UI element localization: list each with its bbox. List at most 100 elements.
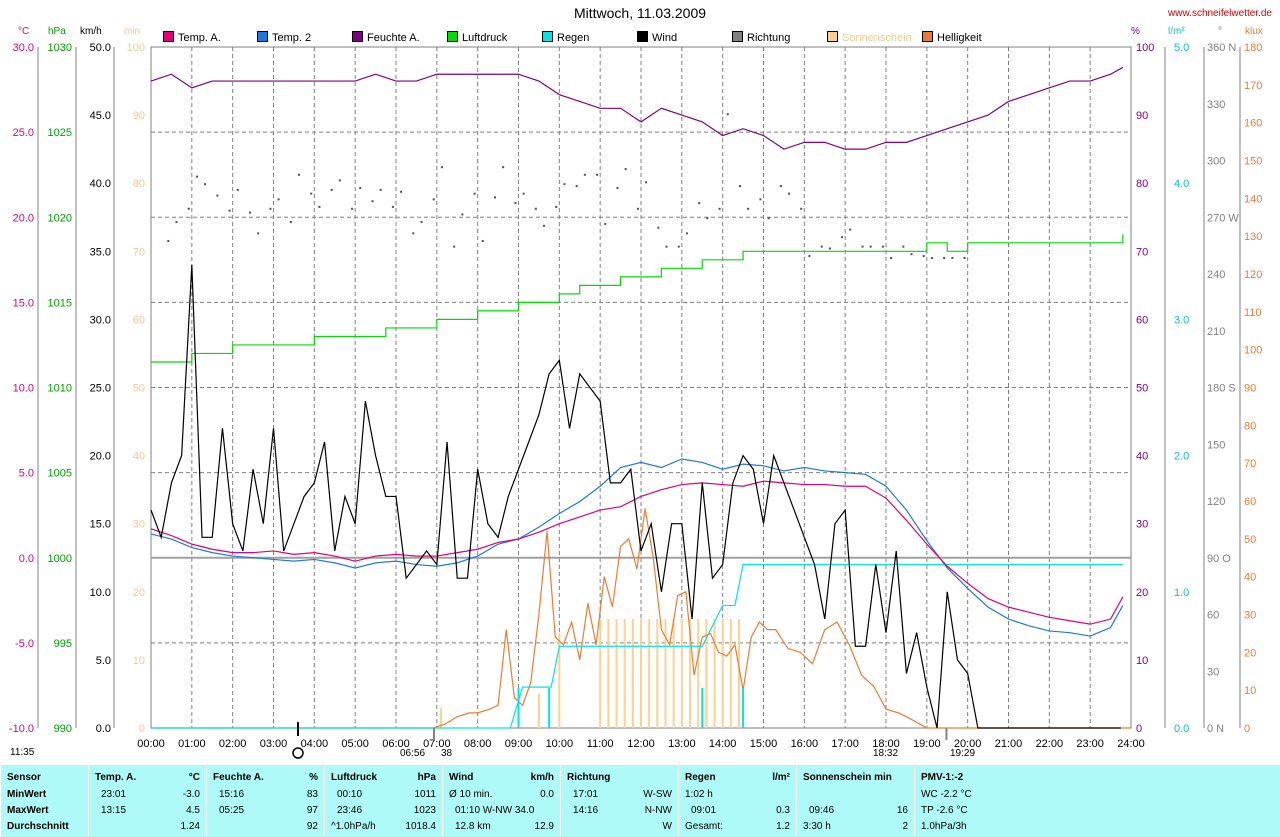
- rain-total-value: 1.2: [776, 821, 790, 832]
- wind-avg-value: 12.9: [534, 821, 554, 832]
- legend-swatch: [922, 31, 933, 42]
- humidity-tick-label: 70: [1136, 246, 1148, 258]
- direction-dot: [575, 185, 578, 188]
- temp2-line: [150, 458, 1124, 637]
- lux-tick-label: 30: [1244, 610, 1256, 622]
- direction-dot: [706, 217, 709, 220]
- row-label-avg: Durchschnitt: [7, 821, 69, 832]
- direction-dot: [861, 245, 864, 248]
- wind-min-value: 0.0: [540, 789, 554, 800]
- wind-tick-label: 15.0: [90, 519, 111, 531]
- direction-dot: [800, 207, 803, 210]
- time-tick-label: 09:00: [505, 738, 533, 750]
- legend-swatch: [163, 31, 174, 42]
- lux-tick-label: 180: [1244, 42, 1262, 54]
- brightness-line: [151, 508, 1131, 729]
- sun-tick-label: 80: [133, 178, 145, 190]
- humidity-max-value: 97: [306, 805, 318, 816]
- direction-dot: [534, 207, 537, 210]
- lux-tick-label: 20: [1244, 647, 1256, 659]
- legend-temp-a: Temp. A.: [163, 31, 221, 44]
- legend-swatch: [637, 31, 648, 42]
- sunset-time: 18:32: [873, 748, 899, 759]
- sunset-end: 19:29: [950, 748, 976, 759]
- temp-max-time: 13:15: [101, 805, 127, 816]
- sun-tick-label: 50: [133, 383, 145, 395]
- legend-swatch: [827, 31, 838, 42]
- direction-dot: [175, 221, 178, 224]
- direction-tick-label: 90 O: [1207, 553, 1231, 565]
- direction-dot: [718, 207, 721, 210]
- row-label-sensor: Sensor: [7, 772, 41, 783]
- legend-swatch: [732, 31, 743, 42]
- unit-rain: l/m²: [1168, 26, 1185, 37]
- direction-dot: [289, 221, 292, 224]
- direction-column: Richtung 17:01 W-SW 14:16 N-NW W: [560, 765, 678, 837]
- wind-tick-label: 25.0: [90, 383, 111, 395]
- lux-tick-label: 10: [1244, 685, 1256, 697]
- direction-dot: [563, 183, 566, 186]
- sunshine-head: Sonnenschein min: [803, 772, 892, 783]
- temp-column: Temp. A. °C 23:01 -3.0 13:15 4.5 1.24: [88, 765, 206, 837]
- lux-tick-label: 0: [1244, 723, 1250, 735]
- sunshine-avg-value: 2: [902, 821, 908, 832]
- time-tick-label: 08:00: [464, 738, 492, 750]
- direction-dot: [808, 255, 811, 258]
- time-tick-label: 18:00: [872, 738, 900, 750]
- direction-dot: [420, 221, 423, 224]
- pressure-tick-label: 1025: [48, 127, 72, 139]
- direction-dot: [310, 192, 313, 195]
- direction-dot: [930, 256, 933, 259]
- row-header-column: Sensor MinWert MaxWert Durchschnitt: [0, 765, 87, 837]
- direction-tick-label: 120: [1207, 496, 1225, 508]
- wind-tick-label: 40.0: [90, 178, 111, 190]
- direction-dot: [453, 245, 456, 248]
- lux-tick-label: 130: [1244, 231, 1262, 243]
- unit-pressure: hPa: [48, 26, 66, 37]
- direction-dot: [195, 175, 198, 178]
- unit-lux: klux: [1245, 26, 1263, 37]
- direction-dot: [841, 236, 844, 239]
- time-tick-label: 03:00: [260, 738, 288, 750]
- rain-tick-label: 2.0: [1174, 451, 1189, 463]
- direction-tick-label: 330: [1207, 99, 1225, 111]
- time-tick-label: 04:00: [301, 738, 329, 750]
- direction-dot: [881, 245, 884, 248]
- rain-unit: l/m²: [772, 772, 790, 783]
- pressure-trend: ^1.0hPa/h: [331, 821, 376, 832]
- pmv-column: PMV-1:-2 WC -2.2 °C TP -2.6 °C 1.0hPa/3h: [914, 765, 1035, 837]
- direction-dot: [555, 205, 558, 208]
- site-link[interactable]: www.schneifelwetter.de: [1168, 8, 1272, 19]
- time-tick-label: 11:00: [587, 738, 614, 750]
- direction-dot: [596, 173, 599, 176]
- humidity-min-value: 83: [306, 789, 318, 800]
- time-tick-label: 01:00: [178, 738, 206, 750]
- temp-tick-label: 15.0: [13, 297, 34, 309]
- humidity-tick-label: 80: [1136, 178, 1148, 190]
- direction-head: Richtung: [567, 772, 611, 783]
- direction-dot: [616, 186, 619, 189]
- direction-dot: [698, 202, 701, 205]
- wind-tick-label: 35.0: [90, 246, 111, 258]
- time-tick-label: 23:00: [1076, 738, 1104, 750]
- direction-dot: [849, 228, 852, 231]
- wind-tick-label: 50.0: [90, 42, 111, 54]
- row-label-max: MaxWert: [7, 805, 49, 816]
- direction-dot: [249, 211, 251, 214]
- time-tick-label: 07:00: [423, 738, 451, 750]
- direction-dot: [216, 194, 219, 197]
- direction-dot: [543, 224, 545, 227]
- time-tick-label: 02:00: [219, 738, 247, 750]
- temp-avg-value: 1.24: [180, 821, 200, 832]
- legend-sunshine: Sonnenschein: [827, 31, 912, 44]
- direction-dot: [636, 207, 639, 210]
- time-tick-label: 16:00: [791, 738, 819, 750]
- pressure-max-time: 23:46: [337, 805, 363, 816]
- sun-tick-label: 90: [133, 110, 145, 122]
- sunshine-max-value: 16: [896, 805, 908, 816]
- pressure-line: [151, 234, 1124, 363]
- wind-min-time: Ø 10 min.: [449, 789, 493, 800]
- time-tick-label: 24:00: [1117, 738, 1145, 750]
- legend-swatch: [257, 31, 268, 42]
- direction-dot: [869, 245, 872, 248]
